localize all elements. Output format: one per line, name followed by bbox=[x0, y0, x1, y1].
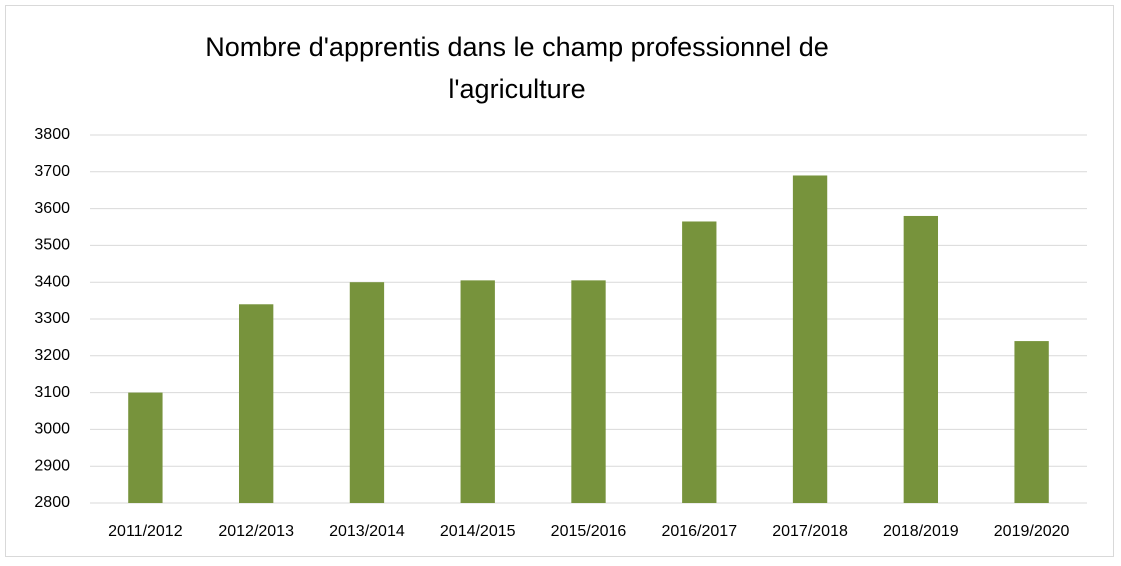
bar bbox=[682, 221, 717, 504]
y-tick-label: 3700 bbox=[34, 163, 70, 180]
y-tick-label: 2800 bbox=[34, 494, 70, 511]
y-tick-label: 3600 bbox=[34, 200, 70, 217]
y-tick-label: 3100 bbox=[34, 384, 70, 401]
bar bbox=[128, 392, 163, 503]
x-tick-label: 2012/2013 bbox=[218, 523, 294, 540]
x-tick-label: 2011/2012 bbox=[108, 523, 183, 540]
x-tick-label: 2016/2017 bbox=[661, 523, 737, 540]
x-tick-label: 2015/2016 bbox=[551, 523, 627, 540]
x-tick-label: 2014/2015 bbox=[440, 523, 516, 540]
bar bbox=[349, 282, 385, 503]
y-tick-label: 3400 bbox=[34, 273, 70, 290]
y-tick-label: 3500 bbox=[34, 237, 70, 254]
x-tick-label: 2017/2018 bbox=[772, 523, 848, 540]
bar bbox=[460, 280, 495, 503]
y-tick-label: 3300 bbox=[34, 310, 70, 327]
x-tick-label: 2013/2014 bbox=[329, 523, 405, 540]
bar bbox=[238, 304, 274, 503]
bar bbox=[903, 215, 939, 503]
x-tick-label: 2018/2019 bbox=[883, 523, 959, 540]
y-tick-label: 3000 bbox=[34, 421, 70, 438]
x-tick-label: 2019/2020 bbox=[994, 523, 1070, 540]
y-tick-label: 2900 bbox=[34, 457, 70, 474]
y-tick-label: 3800 bbox=[34, 126, 70, 143]
y-tick-label: 3200 bbox=[34, 347, 70, 364]
bar bbox=[571, 280, 606, 503]
chart-title: Nombre d'apprentis dans le champ profess… bbox=[205, 32, 829, 104]
bar bbox=[792, 175, 828, 504]
bar bbox=[1014, 341, 1049, 503]
